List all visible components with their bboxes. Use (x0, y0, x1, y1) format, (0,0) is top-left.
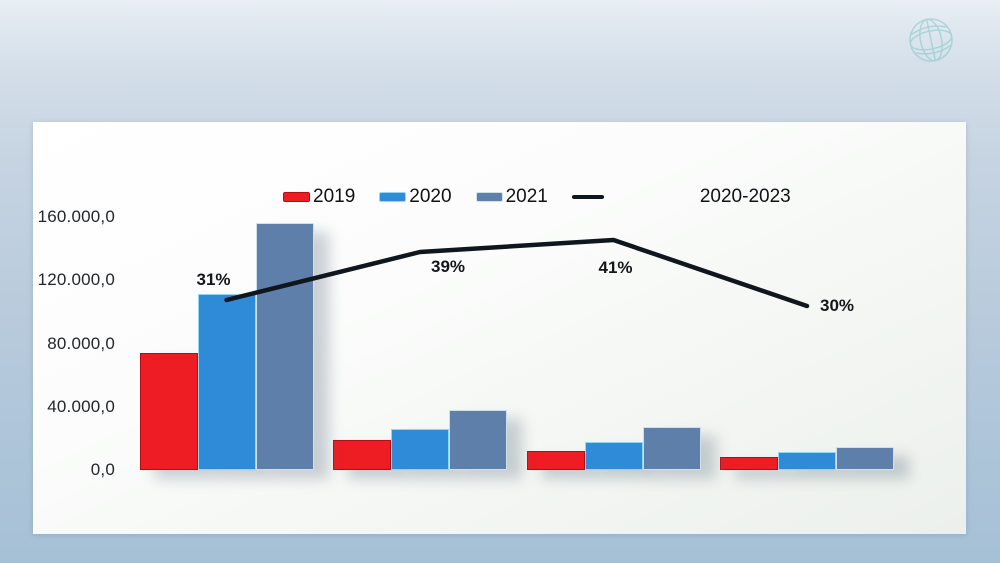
bar-2020-group-3 (584, 442, 643, 470)
y-tick-label: 120.000,0 (37, 270, 115, 290)
bar-2019-group-3 (526, 451, 585, 470)
bar-2020-group-4 (778, 452, 836, 470)
legend-swatch-2021 (475, 192, 503, 202)
legend-label-2021: 2021 (505, 186, 548, 207)
y-tick-label: 0,0 (90, 460, 115, 479)
bar-2020-group-2 (391, 429, 449, 470)
chart-panel: 2019 2020 2021 2020-2023 160.000,0 120.00… (33, 122, 966, 534)
y-tick-label: 160.000,0 (37, 207, 115, 226)
legend-label-trend: 2020-2023 (699, 186, 791, 207)
bar-2021-group-2 (449, 410, 507, 470)
globe-watermark-icon (909, 18, 953, 62)
bar-2021-group-3 (642, 427, 701, 470)
bar-2020-group-1 (197, 294, 256, 470)
legend-label-2020: 2020 (409, 186, 452, 207)
bar-2021-group-1 (255, 223, 314, 470)
bar-2019-group-2 (333, 440, 391, 470)
bar-2019-group-1 (139, 353, 198, 470)
legend-swatch-2019 (283, 192, 310, 202)
legend-item-trend: 2020-2023 (571, 186, 791, 208)
bar-2021-group-4 (836, 447, 894, 470)
legend-line-swatch (571, 195, 604, 199)
legend: 2019 2020 2021 2020-2023 (283, 184, 791, 210)
y-axis-labels: 160.000,0 120.000,0 80.000,0 40.000,0 0,0 (33, 122, 115, 534)
y-tick-label: 80.000,0 (47, 333, 115, 353)
y-tick-label: 40.000,0 (47, 396, 115, 416)
legend-item-2019: 2019 (283, 186, 355, 208)
legend-item-2021: 2021 (475, 186, 548, 208)
legend-swatch-2020 (379, 192, 407, 202)
chart-plot-area (33, 122, 966, 534)
bar-2019-group-4 (720, 457, 778, 470)
legend-label-2019: 2019 (313, 186, 356, 207)
legend-item-2020: 2020 (379, 186, 452, 208)
